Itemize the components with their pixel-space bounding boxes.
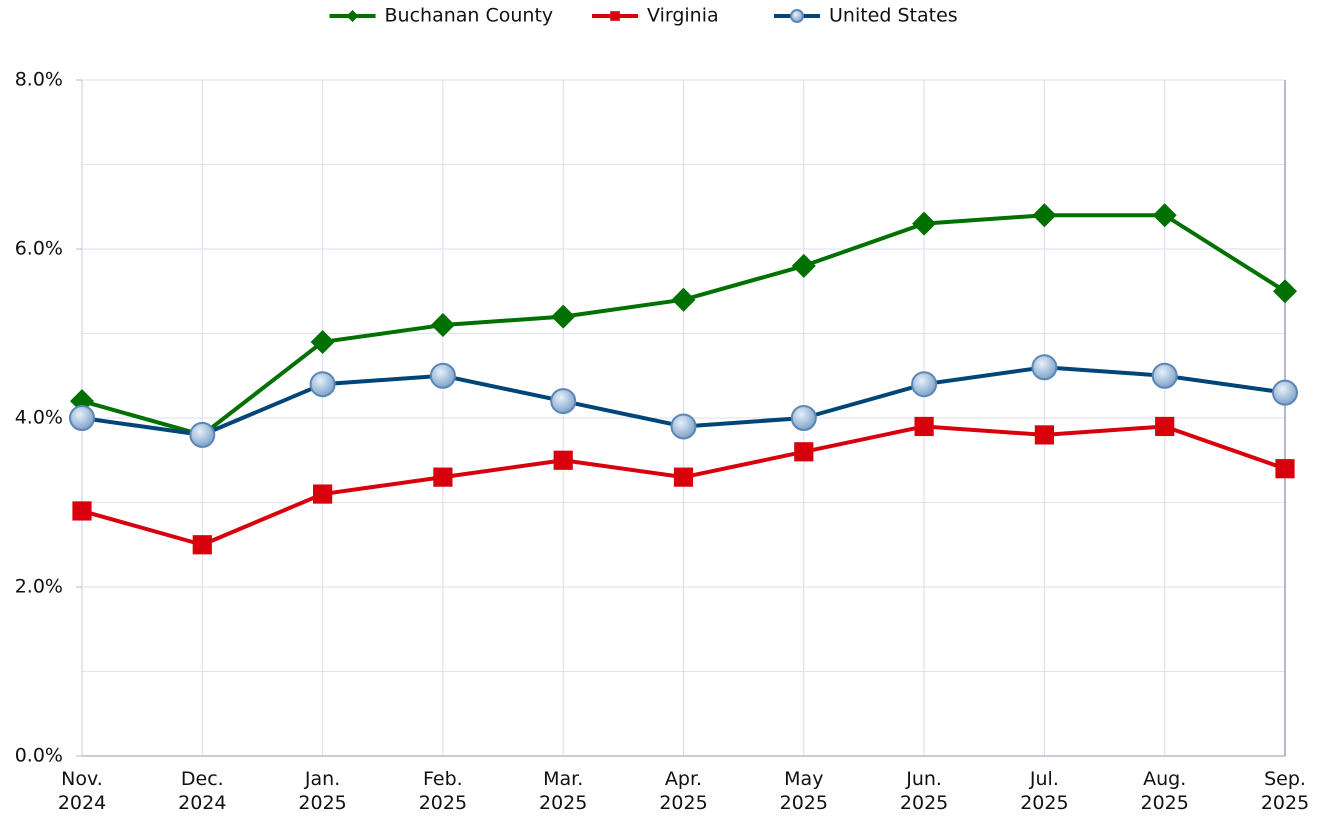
- y-tick-label: 4.0%: [15, 407, 63, 429]
- y-tick-label: 2.0%: [15, 576, 63, 598]
- data-point: [192, 535, 212, 555]
- x-tick-label: Jun. 2025: [899, 768, 949, 814]
- data-point: [310, 329, 335, 354]
- data-point: [550, 388, 577, 415]
- x-tick-label: Apr. 2025: [659, 768, 708, 814]
- data-point: [794, 442, 814, 462]
- data-point: [1155, 416, 1175, 437]
- legend-marker: [790, 9, 804, 23]
- data-point: [1151, 362, 1178, 389]
- data-point: [790, 405, 817, 431]
- data-point: [430, 313, 455, 338]
- data-point: [1031, 354, 1058, 381]
- x-tick-label: Sep. 2025: [1260, 768, 1310, 814]
- x-tick-label: Mar. 2025: [539, 768, 588, 814]
- y-tick-label: 8.0%: [15, 69, 63, 91]
- data-point: [1152, 203, 1177, 228]
- data-point: [313, 484, 333, 504]
- x-tick-label: Jul. 2025: [1020, 768, 1069, 814]
- data-point: [1273, 279, 1297, 304]
- x-tick-label: Jan. 2025: [298, 768, 347, 814]
- data-point: [189, 421, 216, 448]
- data-point: [1032, 203, 1057, 228]
- x-tick-label: Aug. 2025: [1140, 768, 1189, 814]
- data-point: [551, 304, 576, 329]
- data-point: [1275, 459, 1295, 479]
- y-tick-label: 6.0%: [15, 238, 63, 260]
- data-point: [911, 371, 938, 398]
- y-tick-label: 0.0%: [15, 745, 63, 767]
- data-point: [673, 467, 694, 487]
- x-tick-label: Dec. 2024: [178, 768, 227, 814]
- data-point: [553, 450, 573, 470]
- data-point: [1034, 425, 1054, 445]
- legend-label: Virginia: [647, 5, 719, 27]
- legend-label: United States: [829, 5, 958, 27]
- data-point: [671, 287, 696, 312]
- data-point: [670, 413, 697, 440]
- data-point: [309, 371, 336, 398]
- data-point: [791, 253, 816, 278]
- data-point: [914, 416, 934, 437]
- data-point: [72, 501, 92, 521]
- legend-marker: [346, 10, 359, 22]
- legend-marker: [610, 11, 620, 21]
- x-tick-label: May 2025: [779, 768, 828, 814]
- data-point: [69, 405, 95, 431]
- x-tick-label: Nov. 2024: [57, 768, 107, 814]
- data-point: [433, 467, 453, 487]
- data-point: [1272, 379, 1298, 406]
- data-point: [429, 362, 456, 389]
- data-point: [912, 211, 937, 236]
- legend-label: Buchanan County: [385, 5, 554, 27]
- x-tick-label: Feb. 2025: [418, 768, 468, 814]
